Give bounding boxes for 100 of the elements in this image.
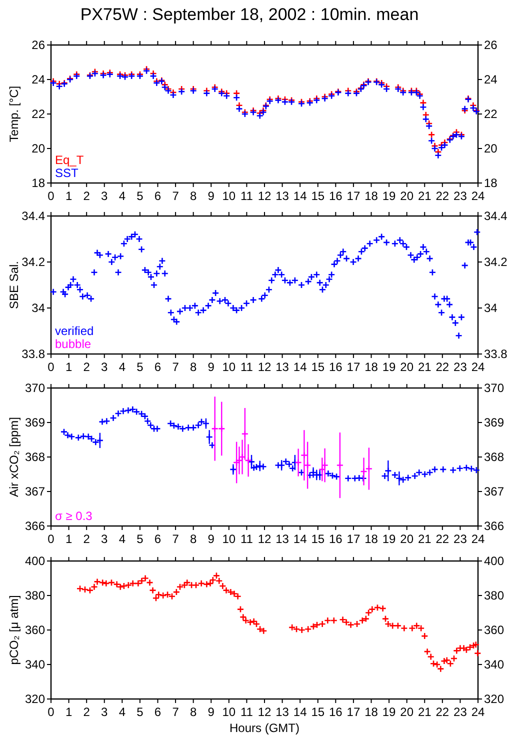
x-tick-label: 2 [83, 705, 90, 719]
y-tick-label: 360 [24, 623, 46, 637]
x-tick-label: 11 [240, 532, 254, 546]
y-tick-label: 368 [24, 450, 46, 464]
y-tick-label: 366 [24, 519, 46, 533]
x-tick-label: 9 [208, 532, 215, 546]
text: σ ≥ 0.3 [55, 509, 93, 523]
x-tick-label: 5 [136, 705, 144, 719]
x-tick-label: 24 [471, 360, 485, 374]
y2-tick-label: 34.4 [484, 209, 508, 223]
point [321, 462, 328, 469]
x-tick-label: 10 [222, 189, 236, 203]
x-tick-label: 22 [436, 360, 450, 374]
x-tick-label: 1 [65, 189, 72, 203]
x-tick-label: 16 [328, 532, 343, 546]
x-tick-label: 5 [136, 189, 144, 203]
x-tick-label: 13 [276, 532, 290, 546]
x-tick-label: 17 [346, 532, 360, 546]
x-tick-label: 14 [293, 189, 308, 203]
x-tick-label: 12 [258, 705, 272, 719]
x-tick-label: 8 [190, 532, 197, 546]
point [294, 458, 302, 466]
x-tick-label: 12 [258, 189, 272, 203]
x-tick-label: 2 [83, 532, 90, 546]
x-tick-label: 13 [276, 189, 290, 203]
x-tick-label: 1 [65, 360, 72, 374]
x-tick-label: 0 [48, 532, 55, 546]
y2-tick-label: 400 [484, 554, 504, 568]
y2-tick-label: 33.8 [484, 347, 508, 361]
x-tick-label: 11 [240, 705, 254, 719]
x-tick-label: 4 [118, 189, 126, 203]
point [300, 452, 308, 459]
y2-tick-label: 340 [484, 658, 504, 672]
x-tick-label: 5 [136, 360, 144, 374]
text: Eq_T [55, 153, 84, 167]
x-tick-label: 16 [328, 360, 343, 374]
y2-tick-label: 320 [484, 692, 504, 706]
x-tick-label: 7 [172, 360, 180, 374]
x-tick-label: 17 [346, 189, 360, 203]
x-tick-label: 18 [364, 360, 378, 374]
x-tick-label: 24 [471, 189, 485, 203]
y2-tick-label: 360 [484, 623, 504, 637]
x-tick-label: 15 [311, 189, 325, 203]
y2-tick-label: 369 [484, 416, 504, 430]
x-tick-label: 2 [83, 360, 90, 374]
y-axis-title: pCO₂ [μ atm] [7, 595, 21, 665]
x-tick-label: 4 [118, 360, 126, 374]
y-tick-label: 320 [24, 692, 46, 706]
y-tick-label: 369 [24, 416, 46, 430]
text: SST [55, 166, 80, 180]
x-tick-label: 22 [436, 532, 450, 546]
y-tick-label: 400 [24, 554, 46, 568]
x-tick-label: 11 [240, 189, 254, 203]
x-tick-label: 5 [136, 532, 144, 546]
y2-tick-label: 366 [484, 519, 504, 533]
x-tick-label: 6 [154, 532, 162, 546]
y-tick-label: 380 [24, 588, 46, 602]
x-tick-label: 24 [471, 705, 485, 719]
point [336, 462, 344, 469]
x-tick-label: 21 [418, 189, 432, 203]
x-tick-label: 9 [208, 360, 215, 374]
point [241, 430, 249, 438]
point [218, 425, 226, 432]
y2-tick-label: 20 [484, 142, 498, 156]
x-tick-label: 8 [190, 705, 197, 719]
x-tick-label: 22 [436, 705, 450, 719]
point [211, 425, 219, 432]
y2-tick-label: 18 [484, 176, 498, 190]
x-tick-label: 13 [276, 360, 290, 374]
y-tick-label: 20 [32, 142, 46, 156]
y-axis-title: SBE Sal. [7, 260, 21, 310]
x-tick-label: 3 [101, 189, 108, 203]
legend-label: bubble [55, 337, 92, 351]
x-tick-label: 7 [172, 705, 180, 719]
x-tick-label: 14 [293, 360, 308, 374]
x-tick-label: 2 [83, 189, 90, 203]
x-tick-label: 16 [328, 705, 343, 719]
x-tick-label: 21 [418, 705, 432, 719]
x-tick-label: 6 [154, 360, 162, 374]
x-tick-label: 13 [276, 705, 290, 719]
x-tick-label: 0 [48, 705, 55, 719]
x-tick-label: 20 [400, 189, 414, 203]
x-tick-label: 16 [328, 189, 343, 203]
x-tick-label: 23 [454, 705, 468, 719]
x-tick-label: 18 [364, 189, 378, 203]
x-tick-label: 15 [311, 532, 325, 546]
y2-tick-label: 367 [484, 484, 504, 498]
x-tick-label: 21 [418, 360, 432, 374]
y-tick-label: 26 [32, 38, 46, 52]
y2-tick-label: 24 [484, 72, 498, 86]
y-tick-label: 34.4 [22, 209, 46, 223]
y-axis-title: Temp. [°C] [7, 86, 21, 142]
x-tick-label: 7 [172, 189, 180, 203]
y-tick-label: 34.2 [22, 255, 46, 269]
x-tick-label: 10 [222, 532, 236, 546]
point [360, 468, 368, 476]
y-tick-label: 370 [24, 381, 46, 395]
x-tick-label: 0 [48, 189, 55, 203]
chart-title: PX75W : September 18, 2002 : 10min. mean [80, 5, 419, 24]
x-tick-label: 19 [382, 189, 396, 203]
